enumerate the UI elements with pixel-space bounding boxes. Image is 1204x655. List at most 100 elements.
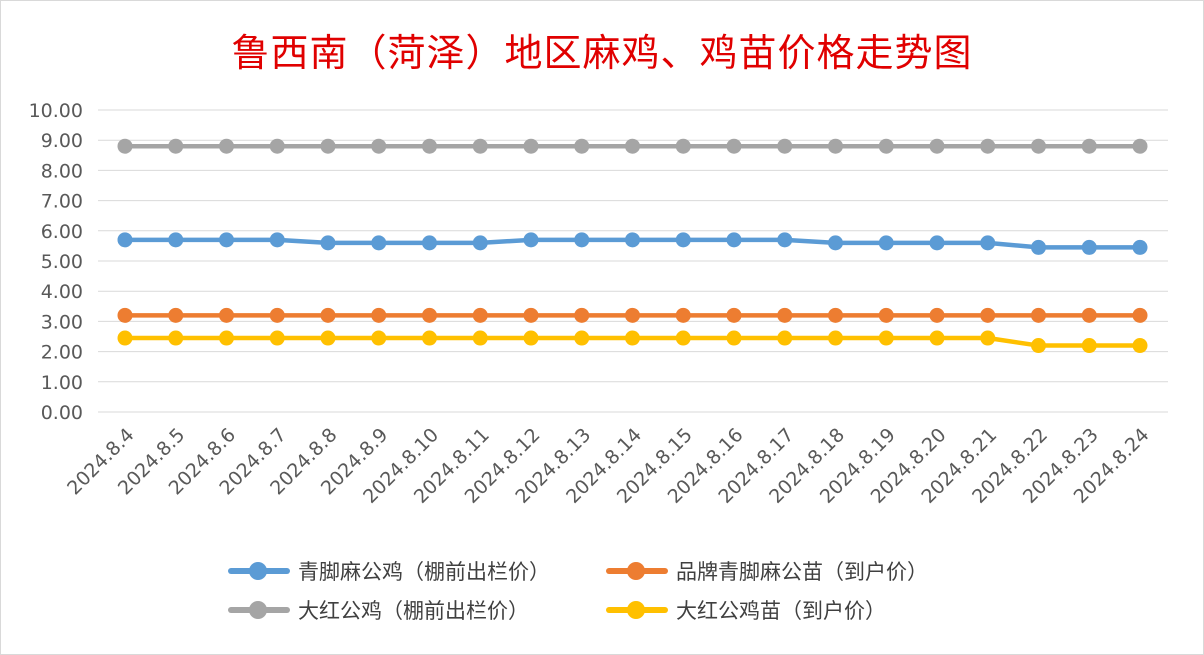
data-point bbox=[980, 307, 996, 323]
data-point bbox=[828, 330, 843, 346]
y-tick-label: 2.00 bbox=[41, 342, 83, 364]
legend-item-orange: 品牌青脚麻公苗（到户价） bbox=[606, 556, 928, 586]
data-point bbox=[1081, 307, 1097, 323]
data-point bbox=[777, 232, 793, 248]
data-point bbox=[219, 232, 234, 248]
data-point bbox=[777, 307, 793, 323]
data-point bbox=[422, 235, 437, 251]
data-point bbox=[472, 307, 488, 323]
legend-item-yellow: 大红公鸡苗（到户价） bbox=[606, 595, 886, 625]
data-point bbox=[1031, 338, 1046, 354]
data-point bbox=[117, 330, 133, 346]
data-point bbox=[929, 307, 945, 323]
data-point bbox=[1031, 307, 1046, 323]
data-point bbox=[320, 138, 336, 154]
data-point bbox=[168, 330, 184, 346]
data-point bbox=[1132, 138, 1148, 154]
y-tick-label: 6.00 bbox=[41, 221, 83, 243]
data-point bbox=[371, 330, 387, 346]
data-point bbox=[371, 138, 387, 154]
data-point bbox=[1031, 239, 1046, 255]
y-tick-label: 5.00 bbox=[41, 251, 83, 273]
data-point bbox=[219, 138, 234, 154]
data-point bbox=[777, 330, 793, 346]
data-point bbox=[269, 307, 285, 323]
data-point bbox=[574, 330, 590, 346]
data-point bbox=[878, 138, 894, 154]
data-point bbox=[371, 307, 387, 323]
data-point bbox=[675, 307, 691, 323]
y-tick-label: 4.00 bbox=[41, 281, 83, 303]
data-point bbox=[1081, 138, 1097, 154]
data-point bbox=[117, 232, 133, 248]
legend-item-gray: 大红公鸡（棚前出栏价） bbox=[228, 595, 529, 625]
data-point bbox=[168, 307, 184, 323]
data-point bbox=[219, 330, 234, 346]
data-point bbox=[269, 330, 285, 346]
data-point bbox=[1031, 138, 1046, 154]
y-tick-label: 9.00 bbox=[41, 130, 83, 152]
legend-swatch bbox=[606, 595, 668, 625]
legend-label: 大红公鸡苗（到户价） bbox=[676, 599, 886, 623]
data-point bbox=[1132, 239, 1148, 255]
data-point bbox=[1132, 338, 1148, 354]
data-point bbox=[523, 307, 539, 323]
data-point bbox=[726, 330, 742, 346]
data-point bbox=[168, 232, 184, 248]
data-point bbox=[625, 307, 640, 323]
data-point bbox=[726, 138, 742, 154]
y-tick-label: 10.00 bbox=[29, 100, 83, 122]
data-point bbox=[828, 307, 843, 323]
data-point bbox=[675, 138, 691, 154]
data-point bbox=[320, 330, 336, 346]
data-point bbox=[980, 235, 996, 251]
data-point bbox=[625, 330, 640, 346]
data-point bbox=[117, 307, 133, 323]
data-point bbox=[980, 138, 996, 154]
data-point bbox=[269, 232, 285, 248]
data-point bbox=[675, 232, 691, 248]
y-tick-label: 0.00 bbox=[41, 402, 83, 424]
data-point bbox=[523, 330, 539, 346]
y-tick-label: 3.00 bbox=[41, 311, 83, 333]
data-point bbox=[625, 232, 640, 248]
data-point bbox=[1081, 338, 1097, 354]
data-point bbox=[828, 138, 843, 154]
data-point bbox=[980, 330, 996, 346]
data-point bbox=[878, 235, 894, 251]
data-point bbox=[929, 138, 945, 154]
data-point bbox=[726, 232, 742, 248]
data-point bbox=[574, 307, 590, 323]
data-point bbox=[777, 138, 793, 154]
data-point bbox=[422, 138, 437, 154]
data-point bbox=[168, 138, 184, 154]
data-point bbox=[219, 307, 234, 323]
data-point bbox=[878, 330, 894, 346]
data-point bbox=[1081, 239, 1097, 255]
data-point bbox=[574, 232, 590, 248]
legend-label: 大红公鸡（棚前出栏价） bbox=[298, 599, 529, 623]
y-tick-label: 7.00 bbox=[41, 191, 83, 213]
data-point bbox=[371, 235, 387, 251]
data-point bbox=[625, 138, 640, 154]
data-point bbox=[574, 138, 590, 154]
data-point bbox=[320, 235, 336, 251]
data-point bbox=[929, 235, 945, 251]
y-tick-label: 1.00 bbox=[41, 372, 83, 394]
data-point bbox=[422, 330, 437, 346]
chart-title: 鲁西南（菏泽）地区麻鸡、鸡苗价格走势图 bbox=[231, 31, 973, 75]
data-point bbox=[878, 307, 894, 323]
data-point bbox=[675, 330, 691, 346]
data-point bbox=[929, 330, 945, 346]
data-point bbox=[523, 232, 539, 248]
data-point bbox=[269, 138, 285, 154]
data-point bbox=[422, 307, 437, 323]
legend-swatch bbox=[606, 556, 668, 586]
data-point bbox=[472, 138, 488, 154]
data-point bbox=[1132, 307, 1148, 323]
legend-swatch bbox=[228, 556, 290, 586]
legend-label: 青脚麻公鸡（棚前出栏价） bbox=[298, 560, 550, 584]
data-point bbox=[117, 138, 133, 154]
data-point bbox=[320, 307, 336, 323]
